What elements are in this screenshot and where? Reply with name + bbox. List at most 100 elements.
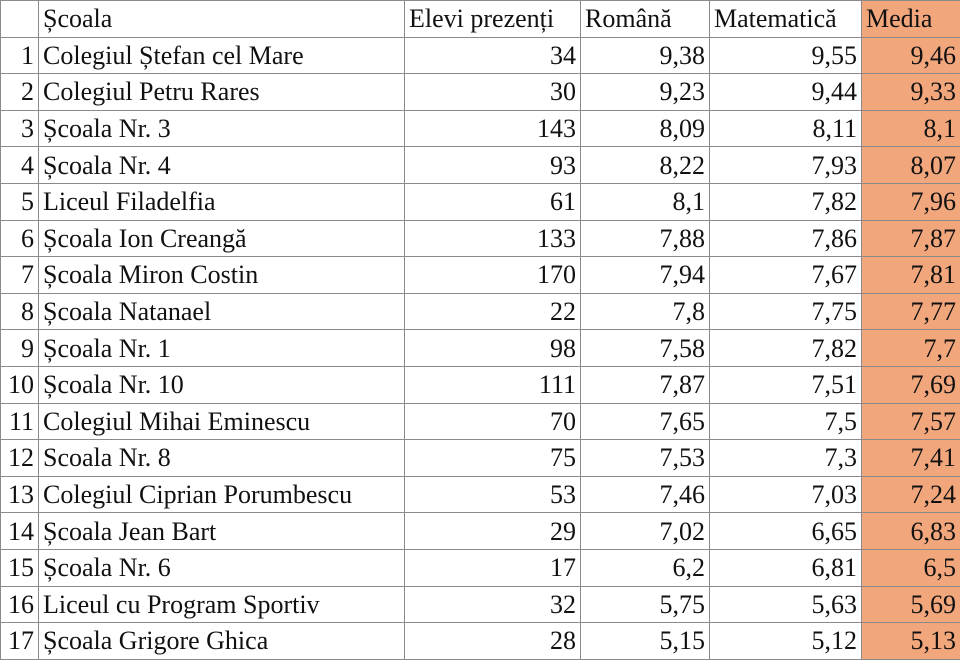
math-score: 5,12 [709, 622, 862, 660]
row-index: 5 [0, 182, 39, 221]
header-math: Matematică [709, 0, 862, 38]
math-score: 7,3 [709, 439, 862, 477]
romanian-score: 9,23 [580, 73, 710, 111]
romanian-score: 7,8 [580, 292, 710, 331]
school-name: Liceul cu Program Sportiv [38, 585, 405, 624]
school-name: Colegiul Mihai Eminescu [38, 402, 405, 441]
math-score: 9,44 [709, 73, 862, 111]
students-present: 75 [404, 439, 581, 477]
table-row: 1 Colegiul Ștefan cel Mare 34 9,38 9,55 9,46 [0, 36, 960, 75]
school-name: Colegiul Ciprian Porumbescu [38, 475, 405, 514]
students-present: 22 [404, 292, 581, 331]
average-score: 7,81 [861, 256, 960, 294]
math-score: 7,82 [709, 182, 862, 221]
row-index: 7 [0, 256, 39, 294]
math-score: 5,63 [709, 585, 862, 624]
row-index: 4 [0, 146, 39, 184]
header-students-present: Elevi prezenți [404, 0, 581, 38]
students-present: 17 [404, 548, 581, 587]
row-index: 15 [0, 548, 39, 587]
math-score: 6,81 [709, 548, 862, 587]
average-score: 8,07 [861, 146, 960, 184]
row-index: 13 [0, 475, 39, 514]
table-row: 4 Școala Nr. 4 93 8,22 7,93 8,07 [0, 146, 960, 184]
math-score: 7,51 [709, 365, 862, 404]
students-present: 98 [404, 329, 581, 367]
math-score: 7,5 [709, 402, 862, 441]
average-score: 7,77 [861, 292, 960, 331]
school-name: Școala Nr. 10 [38, 365, 405, 404]
average-score: 7,24 [861, 475, 960, 514]
romanian-score: 7,94 [580, 256, 710, 294]
romanian-score: 7,02 [580, 512, 710, 550]
students-present: 53 [404, 475, 581, 514]
school-name: Colegiul Petru Rares [38, 73, 405, 111]
header-romanian: Română [580, 0, 710, 38]
school-name: Școala Nr. 3 [38, 109, 405, 148]
romanian-score: 7,46 [580, 475, 710, 514]
math-score: 7,75 [709, 292, 862, 331]
romanian-score: 8,22 [580, 146, 710, 184]
romanian-score: 7,87 [580, 365, 710, 404]
romanian-score: 5,15 [580, 622, 710, 660]
row-index: 3 [0, 109, 39, 148]
romanian-score: 7,58 [580, 329, 710, 367]
students-present: 34 [404, 36, 581, 75]
students-present: 30 [404, 73, 581, 111]
school-name: Scoala Nr. 8 [38, 439, 405, 477]
romanian-score: 5,75 [580, 585, 710, 624]
math-score: 6,65 [709, 512, 862, 550]
math-score: 7,86 [709, 219, 862, 258]
row-index: 2 [0, 73, 39, 111]
row-index: 12 [0, 439, 39, 477]
row-index: 17 [0, 622, 39, 660]
table-row: 2 Colegiul Petru Rares 30 9,23 9,44 9,33 [0, 73, 960, 111]
table-row: 16 Liceul cu Program Sportiv 32 5,75 5,63 5,6… [0, 585, 960, 624]
average-score: 7,41 [861, 439, 960, 477]
average-score: 8,1 [861, 109, 960, 148]
row-index: 14 [0, 512, 39, 550]
average-score: 7,87 [861, 219, 960, 258]
school-name: Școala Ion Creangă [38, 219, 405, 258]
students-present: 61 [404, 182, 581, 221]
students-present: 93 [404, 146, 581, 184]
table-row: 11 Colegiul Mihai Eminescu 70 7,65 7,5 7,57 [0, 402, 960, 441]
row-index: 9 [0, 329, 39, 367]
school-name: Școala Natanael [38, 292, 405, 331]
math-score: 8,11 [709, 109, 862, 148]
school-name: Școala Miron Costin [38, 256, 405, 294]
students-present: 170 [404, 256, 581, 294]
school-name: Școala Nr. 4 [38, 146, 405, 184]
students-present: 133 [404, 219, 581, 258]
table-row: 9 Școala Nr. 1 98 7,58 7,82 7,7 [0, 329, 960, 367]
math-score: 7,03 [709, 475, 862, 514]
school-name: Școala Jean Bart [38, 512, 405, 550]
average-score: 9,33 [861, 73, 960, 111]
romanian-score: 9,38 [580, 36, 710, 75]
romanian-score: 8,09 [580, 109, 710, 148]
table-row: 17 Școala Grigore Ghica 28 5,15 5,12 5,13 [0, 622, 960, 660]
school-name: Școala Nr. 1 [38, 329, 405, 367]
table-row: 5 Liceul Filadelfia 61 8,1 7,82 7,96 [0, 182, 960, 221]
table-row: 8 Școala Natanael 22 7,8 7,75 7,77 [0, 292, 960, 331]
students-present: 32 [404, 585, 581, 624]
school-name: Colegiul Ștefan cel Mare [38, 36, 405, 75]
average-score: 6,83 [861, 512, 960, 550]
row-index: 1 [0, 36, 39, 75]
math-score: 7,93 [709, 146, 862, 184]
table-row: 12 Scoala Nr. 8 75 7,53 7,3 7,41 [0, 439, 960, 477]
average-score: 5,69 [861, 585, 960, 624]
row-index: 16 [0, 585, 39, 624]
math-score: 7,67 [709, 256, 862, 294]
table-row: 13 Colegiul Ciprian Porumbescu 53 7,46 7,03 7… [0, 475, 960, 514]
average-score: 7,7 [861, 329, 960, 367]
school-name: Liceul Filadelfia [38, 182, 405, 221]
header-school: Școala [38, 0, 405, 38]
romanian-score: 6,2 [580, 548, 710, 587]
students-present: 111 [404, 365, 581, 404]
romanian-score: 7,65 [580, 402, 710, 441]
school-name: Școala Nr. 6 [38, 548, 405, 587]
average-score: 5,13 [861, 622, 960, 660]
math-score: 7,82 [709, 329, 862, 367]
header-average: Media [861, 0, 960, 38]
